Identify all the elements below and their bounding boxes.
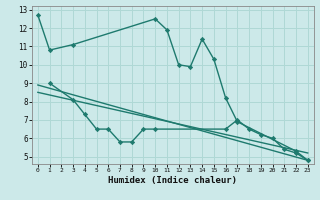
X-axis label: Humidex (Indice chaleur): Humidex (Indice chaleur)	[108, 176, 237, 185]
